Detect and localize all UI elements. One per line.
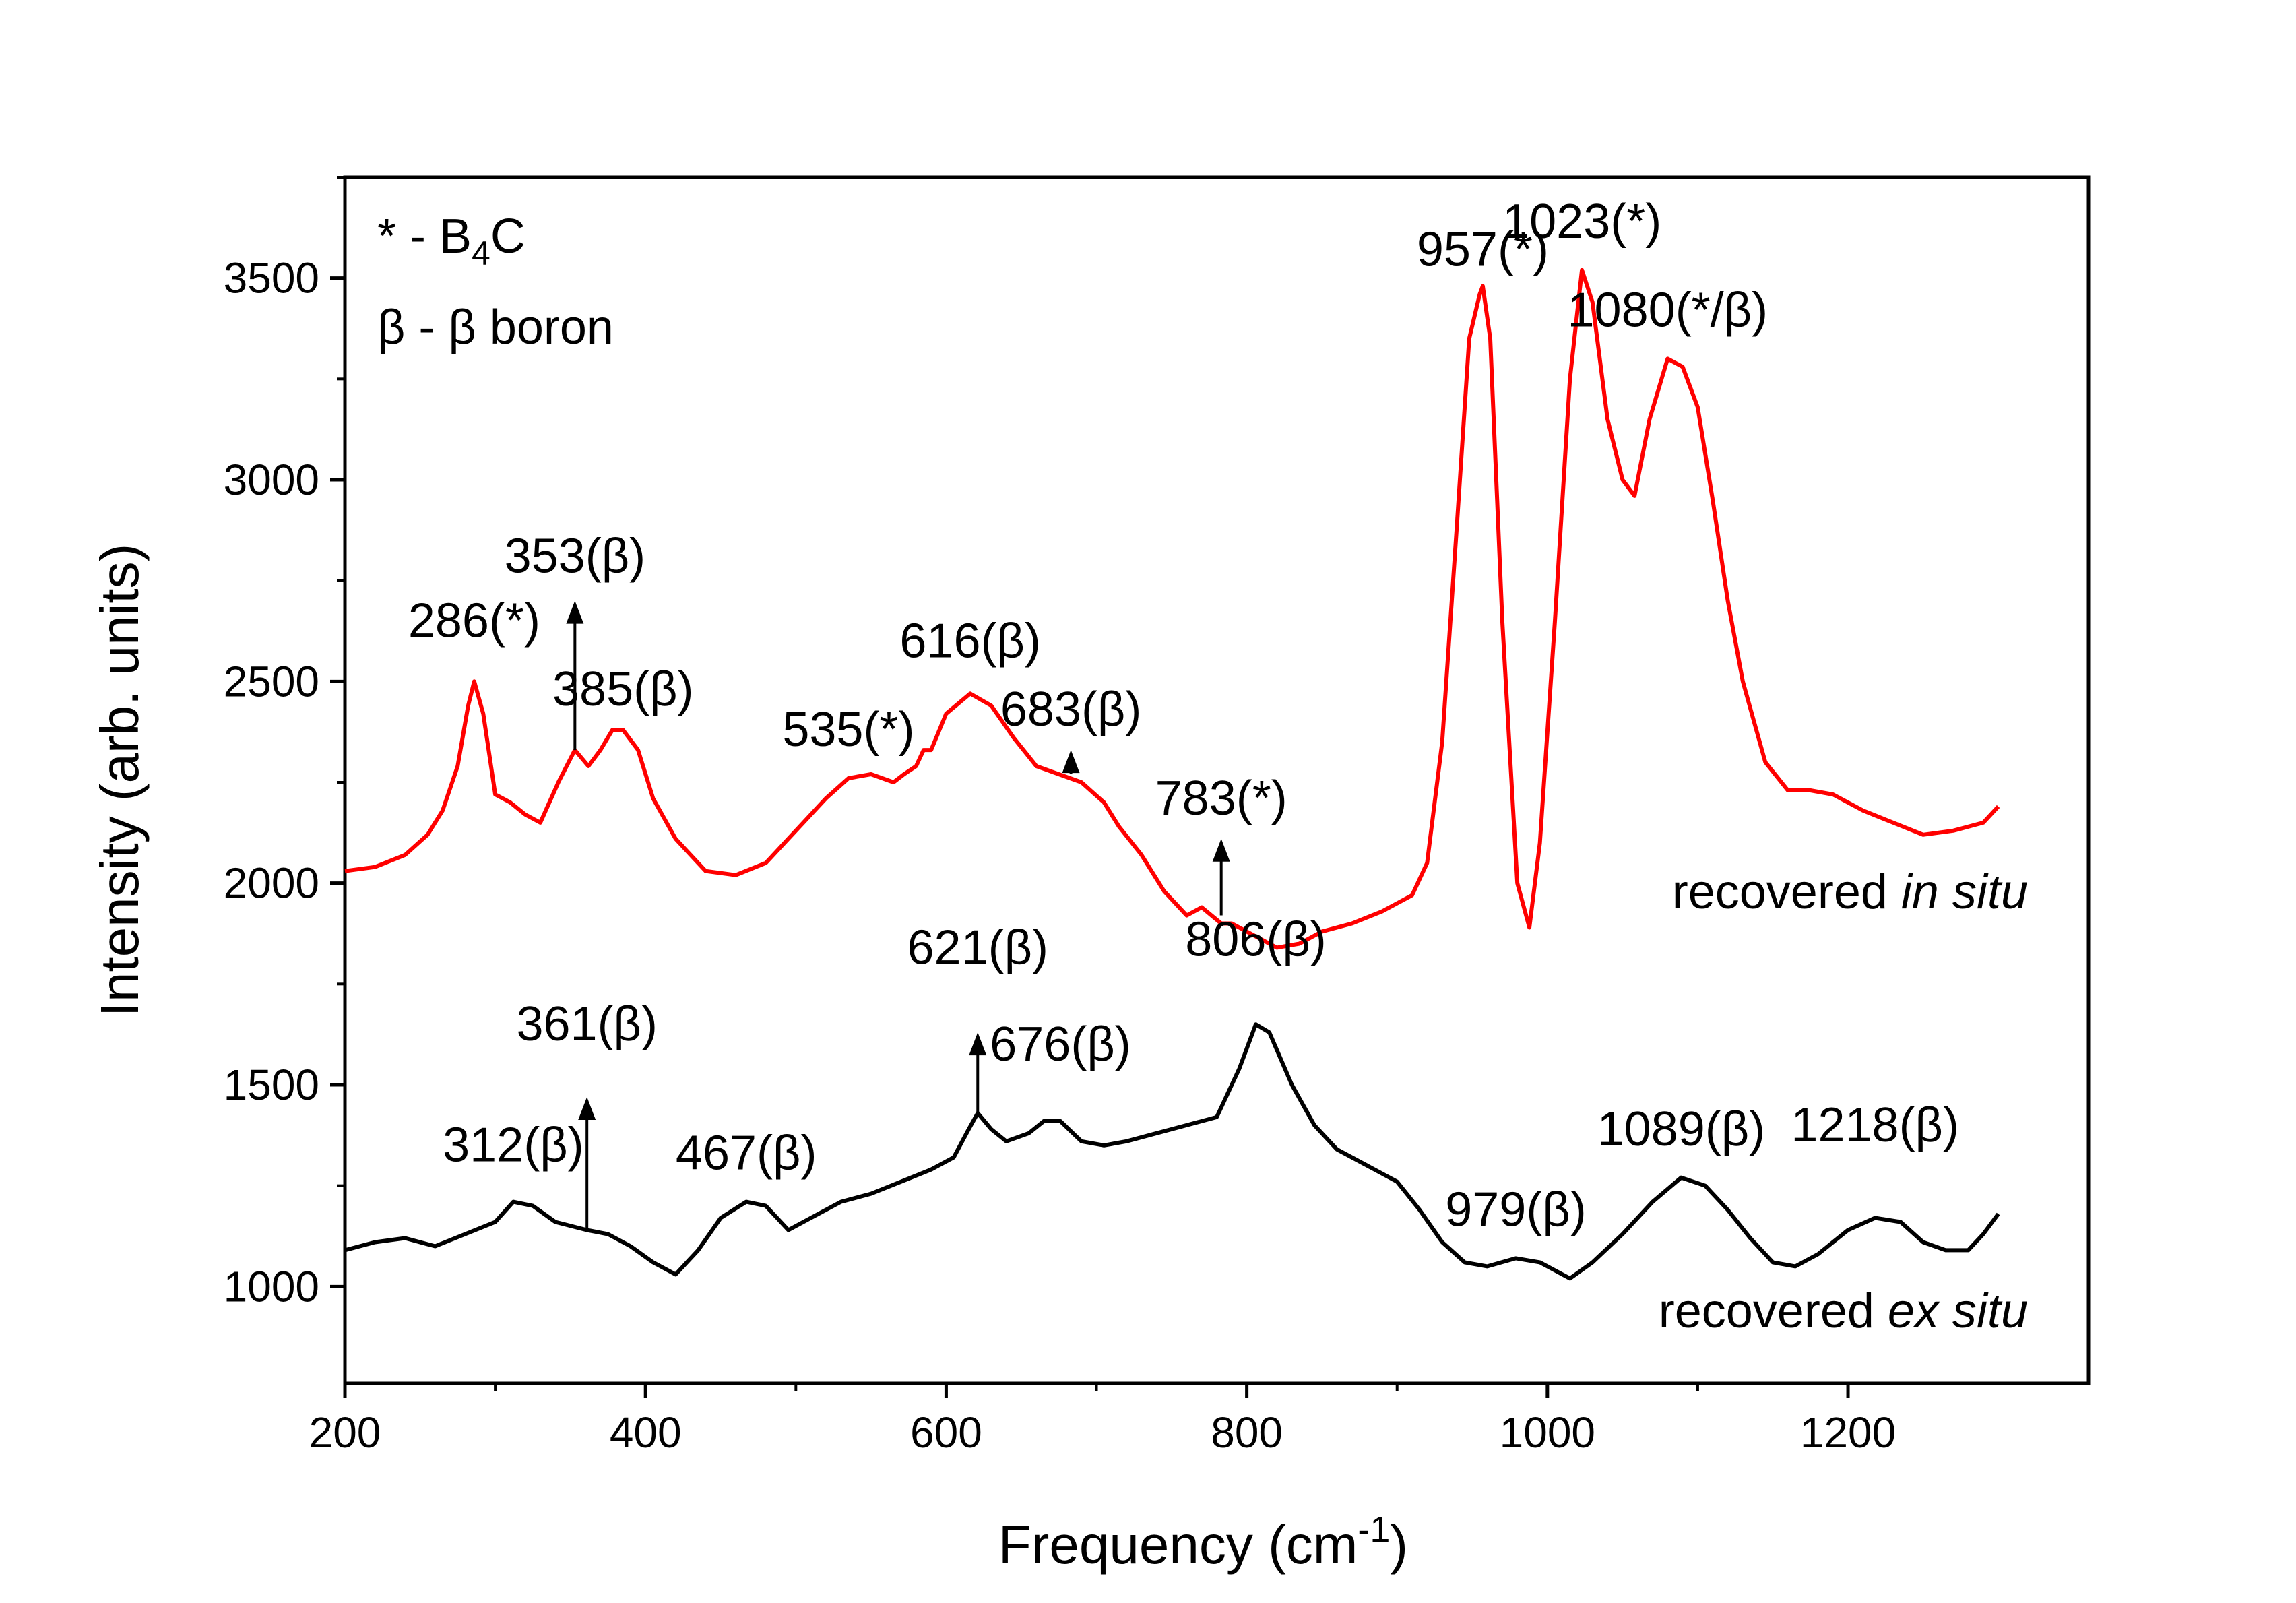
peak-label: 1080(*/β) <box>1568 284 1768 338</box>
plot-area-frame <box>343 175 2091 1385</box>
arrow-683 <box>1062 750 1080 775</box>
arrow-783 <box>1212 838 1230 916</box>
peak-label: 621(β) <box>907 920 1049 974</box>
peak-label: 957(*) <box>1417 223 1549 277</box>
peak-label: 286(*) <box>408 594 540 648</box>
peak-label: 361(β) <box>516 997 658 1051</box>
x-tick-label: 800 <box>1211 1408 1283 1457</box>
x-tick-label: 200 <box>309 1408 381 1457</box>
peak-label: 312(β) <box>443 1119 584 1172</box>
peak-label: 535(*) <box>782 703 914 757</box>
arrow-353 <box>566 600 584 751</box>
peak-label: 676(β) <box>990 1017 1131 1071</box>
y-tick-label: 2000 <box>224 859 319 908</box>
series-label-ex-situ: recovered ex situ <box>1659 1284 2028 1338</box>
series-line-in-situ <box>344 268 2000 950</box>
peak-label: 1023(*) <box>1502 195 1661 249</box>
y-tick-label: 3000 <box>224 455 319 504</box>
legend-line-b4c: * - B4C <box>377 210 525 272</box>
arrow-621 <box>969 1032 987 1113</box>
series-line-ex-situ <box>344 1022 2000 1281</box>
peak-label: 979(β) <box>1445 1183 1587 1237</box>
y-tick-label: 3500 <box>224 254 319 303</box>
peak-label: 1089(β) <box>1597 1102 1766 1156</box>
peak-label: 616(β) <box>899 614 1041 668</box>
series-label-in-situ: recovered in situ <box>1672 865 2028 919</box>
y-tick-label: 1500 <box>224 1061 319 1109</box>
legend-line-beta-boron: β - β boron <box>377 301 614 354</box>
peak-label: 353(β) <box>505 530 646 584</box>
annotation-layer: 286(*) 353(β) 385(β) 535(*) 616(β) 683(β)783(… <box>408 195 1959 1237</box>
x-tick-label: 1200 <box>1800 1408 1896 1457</box>
peak-label: 467(β) <box>676 1127 817 1181</box>
y-axis-title: Intensity (arb. units) <box>90 544 150 1017</box>
peak-label: 783(*) <box>1155 772 1287 825</box>
peak-label: 806(β) <box>1185 912 1327 966</box>
peak-label: 385(β) <box>552 662 694 716</box>
series-layer <box>344 268 2000 1281</box>
arrow-361 <box>578 1096 596 1230</box>
arrow-layer <box>566 600 1230 1230</box>
peak-label: 1218(β) <box>1791 1098 1959 1152</box>
x-tick-label: 400 <box>610 1408 682 1457</box>
x-tick-label: 1000 <box>1500 1408 1595 1457</box>
x-axis-ticks: 200 400 600 800 1000 1200 <box>309 1383 1896 1457</box>
peak-label: 683(β) <box>1000 683 1142 736</box>
x-tick-label: 600 <box>910 1408 982 1457</box>
y-tick-label: 1000 <box>224 1262 319 1311</box>
x-axis-title: Frequency (cm-1) <box>998 1509 1408 1575</box>
y-axis-ticks: 1000 1500 2000 2500 3000 3500 <box>224 176 345 1311</box>
y-tick-label: 2500 <box>224 657 319 705</box>
